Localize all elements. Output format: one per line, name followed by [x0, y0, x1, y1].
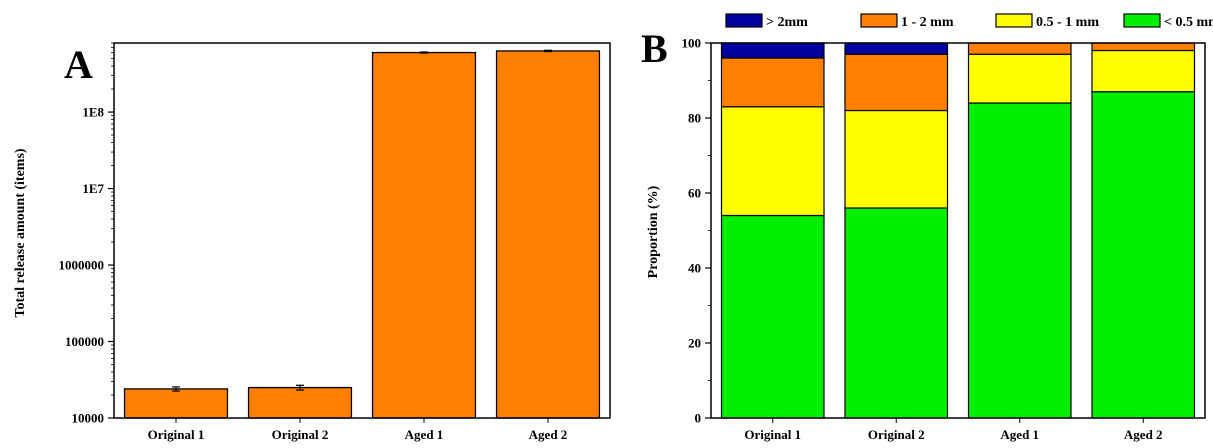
x-tick-label-original-2: Original 2 [868, 427, 925, 442]
bar-segment-original-2-2mm [844, 42, 949, 55]
bar-original-2 [247, 386, 353, 419]
bar-segment-original-1-1-2-mm [720, 57, 825, 108]
bar-segment-aged-1-0-5-mm [967, 102, 1072, 419]
x-tick-label-aged-2: Aged 2 [529, 427, 568, 442]
panel-a-bars [123, 50, 601, 419]
legend-item-2mm: > 2mm [725, 13, 808, 30]
legend-swatch [725, 13, 763, 28]
y-tick-label-60: 60 [688, 186, 701, 201]
panel-b-y-axis-title: Proportion (%) [646, 185, 661, 278]
error-bar-original-2 [296, 384, 304, 391]
x-tick-label-original-1: Original 1 [148, 427, 205, 442]
bar-segment-original-2-0-5-1-mm [844, 109, 949, 209]
bar-segment-aged-2-1-2-mm [1091, 42, 1196, 52]
bar-aged-2 [495, 50, 601, 419]
panel-a-error-bars [172, 49, 552, 392]
legend-swatch [1123, 13, 1161, 28]
legend-label: > 2mm [766, 15, 808, 30]
x-tick-label-original-1: Original 1 [744, 427, 801, 442]
legend-item-1-2-mm: 1 - 2 mm [860, 13, 954, 30]
y-tick-label-40: 40 [688, 261, 701, 276]
legend-swatch [860, 13, 898, 28]
legend-label: 1 - 2 mm [901, 15, 954, 30]
y-tick-label-0: 0 [695, 411, 702, 426]
panel-a-ticks: Original 1 Original 2 Aged 1 Aged 2 10000 100… [59, 42, 568, 442]
bar-original-1 [123, 388, 229, 419]
x-tick-label-aged-1: Aged 1 [405, 427, 444, 442]
bar-segment-original-1-2mm [720, 42, 825, 59]
bar-segment-aged-1-0-5-1-mm [967, 53, 1072, 104]
panel-a-chart: A Total release amount (items) Original … [13, 42, 611, 442]
bar-segment-original-1-0-5-mm [720, 214, 825, 419]
panel-b-ticks: Original 1 Original 2 Aged 1 Aged 2 0 20 40 60 8… [682, 36, 1163, 443]
stacked-bar-original-1 [720, 42, 825, 419]
error-bar-aged-2 [544, 49, 552, 53]
y-tick-label-80: 80 [688, 111, 701, 126]
y-tick-label-1e7: 1E7 [82, 181, 104, 196]
bar-segment-aged-2-0-5-mm [1091, 91, 1196, 419]
legend-label: < 0.5 mm [1164, 15, 1213, 30]
y-tick-label-20: 20 [688, 336, 701, 351]
y-tick-label-1000000: 1000000 [59, 258, 105, 273]
bar-aged-1 [371, 51, 477, 419]
y-tick-label-10000: 10000 [72, 411, 105, 426]
panel-a-axes [113, 42, 611, 419]
error-bar-original-1 [172, 386, 180, 392]
bar-segment-original-2-0-5-mm [844, 207, 949, 419]
panel-b-chart: B Proportion (%) Original 1 Original 2 Age… [641, 13, 1213, 443]
legend-item-0-5-mm: < 0.5 mm [1123, 13, 1213, 30]
x-tick-label-aged-2: Aged 2 [1124, 427, 1163, 442]
y-tick-label-100: 100 [682, 36, 702, 51]
panel-b-bars [720, 42, 1196, 419]
x-tick-label-original-2: Original 2 [272, 427, 329, 442]
bar-segment-aged-2-0-5-1-mm [1091, 49, 1196, 93]
panel-b-legend: > 2mm 1 - 2 mm 0.5 - 1 mm < 0.5 mm [725, 13, 1213, 30]
error-bar-aged-1 [420, 51, 428, 54]
stacked-bar-aged-2 [1091, 42, 1196, 419]
plot-frame [113, 42, 611, 419]
bar-segment-original-1-0-5-1-mm [720, 106, 825, 217]
legend-item-0-5-1-mm: 0.5 - 1 mm [995, 13, 1099, 30]
stacked-bar-original-2 [844, 42, 949, 419]
y-tick-label-100000: 100000 [65, 334, 104, 349]
y-tick-label-1e8: 1E8 [82, 105, 104, 120]
panel-b-letter: B [641, 26, 668, 71]
panel-a-y-axis-title: Total release amount (items) [13, 148, 28, 317]
legend-swatch [995, 13, 1033, 28]
panel-a-letter: A [64, 42, 93, 87]
bar-segment-original-2-1-2-mm [844, 53, 949, 112]
legend-label: 0.5 - 1 mm [1036, 15, 1099, 30]
bar-segment-aged-1-1-2-mm [967, 42, 1072, 55]
x-tick-label-aged-1: Aged 1 [1000, 427, 1039, 442]
stacked-bar-aged-1 [967, 42, 1072, 419]
